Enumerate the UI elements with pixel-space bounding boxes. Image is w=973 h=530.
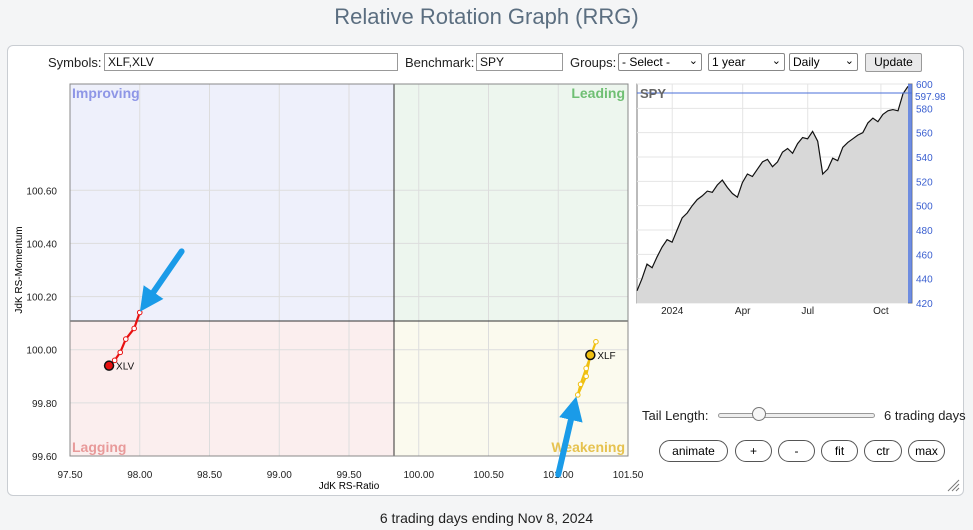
tail-point	[131, 325, 137, 332]
quadrant-label-leading: Leading	[571, 85, 625, 101]
tail-point	[583, 373, 589, 380]
chevron-down-icon: ⌄	[688, 55, 698, 67]
benchmark-y-tick-label: 580	[916, 104, 933, 115]
page-title: Relative Rotation Graph (RRG)	[334, 4, 639, 29]
benchmark-price-area	[637, 86, 908, 304]
benchmark-x-tick-label: Oct	[873, 306, 889, 317]
benchmark-y-tick-label: 420	[916, 299, 933, 310]
y-tick-label: 99.60	[32, 452, 57, 463]
x-tick-label: 100.50	[473, 470, 504, 481]
tail-point	[123, 336, 129, 342]
x-tick-label: 98.00	[127, 470, 152, 481]
x-tick-label: 98.50	[197, 470, 222, 481]
x-tick-label: 99.00	[267, 470, 292, 481]
quadrant-leading	[394, 84, 628, 321]
x-axis-label: JdK RS-Ratio	[319, 481, 380, 492]
benchmark-y-tick-label: 460	[916, 250, 933, 261]
tail-length-value: 6 trading days	[884, 408, 966, 423]
annotation-arrow	[555, 396, 583, 478]
groups-label: Groups:	[570, 55, 617, 70]
benchmark-y-tick-label: 440	[916, 275, 933, 286]
benchmark-price-line	[636, 86, 909, 292]
tail-point	[111, 357, 118, 364]
y-tick-label: 100.20	[26, 293, 57, 304]
series-label-xlv: XLV	[116, 362, 134, 373]
tail-length-label: Tail Length:	[642, 408, 709, 423]
y-tick-label: 100.60	[26, 186, 57, 197]
resize-grip-icon[interactable]	[946, 478, 960, 492]
benchmark-x-tick-label: Apr	[735, 306, 751, 317]
zoom-out-button[interactable]: -	[778, 440, 815, 462]
chevron-down-icon: ⌄	[771, 55, 781, 67]
benchmark-window-highlight	[908, 84, 912, 303]
tail-point	[577, 381, 584, 388]
quadrant-label-lagging: Lagging	[72, 439, 126, 455]
frequency-select[interactable]: Daily ⌄	[789, 53, 858, 71]
benchmark-symbol: SPY	[640, 86, 666, 101]
annotation-arrow	[139, 248, 185, 312]
x-tick-label: 100.00	[403, 470, 434, 481]
footer-caption: 6 trading days ending Nov 8, 2024	[379, 510, 594, 526]
benchmark-last-value: 597.98	[915, 92, 946, 103]
x-tick-label: 101.50	[613, 470, 644, 481]
tail-point	[117, 349, 124, 356]
fit-button[interactable]: fit	[821, 440, 858, 462]
groups-value: - Select -	[622, 55, 671, 69]
benchmark-chart: SPY 597.98 600 580 560 540 520 500 480 460 440 42…	[636, 80, 946, 317]
y-axis-label: JdK RS-Momentum	[14, 226, 25, 313]
y-tick-label: 100.40	[26, 239, 57, 250]
benchmark-label: Benchmark:	[405, 55, 475, 70]
y-tick-label: 99.80	[32, 399, 57, 410]
quadrant-label-improving: Improving	[72, 85, 140, 101]
chevron-down-icon: ⌄	[844, 55, 854, 67]
benchmark-y-tick-label: 560	[916, 129, 933, 140]
period-select[interactable]: 1 year ⌄	[708, 53, 785, 71]
benchmark-y-tick-label: 480	[916, 226, 933, 237]
groups-select[interactable]: - Select - ⌄	[618, 53, 702, 71]
frequency-value: Daily	[793, 55, 820, 69]
x-tick-label: 99.50	[336, 470, 361, 481]
benchmark-input[interactable]: SPY	[476, 53, 563, 71]
series-head-xlf	[585, 349, 596, 361]
zoom-in-button[interactable]: +	[735, 440, 772, 462]
series-label-xlf: XLF	[597, 351, 615, 362]
quadrant-weakening	[394, 321, 628, 456]
quadrant-label-weakening: Weakening	[551, 439, 625, 455]
tail-slider-handle[interactable]	[752, 407, 767, 421]
series-tail-xlf	[576, 341, 597, 396]
benchmark-x-tick-label: 2024	[661, 306, 684, 317]
y-tick-label: 100.00	[26, 346, 57, 357]
symbols-label: Symbols:	[48, 55, 102, 70]
period-value: 1 year	[712, 55, 746, 69]
center-button[interactable]: ctr	[864, 440, 902, 462]
max-button[interactable]: max	[908, 440, 945, 462]
animate-button[interactable]: animate	[659, 440, 728, 462]
benchmark-y-tick-label: 500	[916, 202, 933, 213]
tail-slider[interactable]	[718, 413, 875, 418]
benchmark-y-tick-label: 600	[916, 80, 933, 91]
benchmark-y-tick-label: 520	[916, 177, 933, 188]
series-head-xlv	[103, 360, 115, 371]
symbols-input[interactable]: XLF,XLV	[104, 53, 398, 71]
x-tick-label: 97.50	[57, 470, 82, 481]
benchmark-x-tick-label: Jul	[801, 306, 814, 317]
tail-point	[583, 365, 589, 372]
quadrant-improving	[70, 84, 394, 321]
benchmark-y-tick-label: 540	[916, 153, 933, 164]
tail-point	[593, 338, 599, 345]
rrg-chart[interactable]: Improving Leading Lagging Weakening 97.5…	[0, 0, 973, 500]
update-button[interactable]: Update	[865, 53, 922, 72]
plot-frame	[69, 83, 629, 457]
